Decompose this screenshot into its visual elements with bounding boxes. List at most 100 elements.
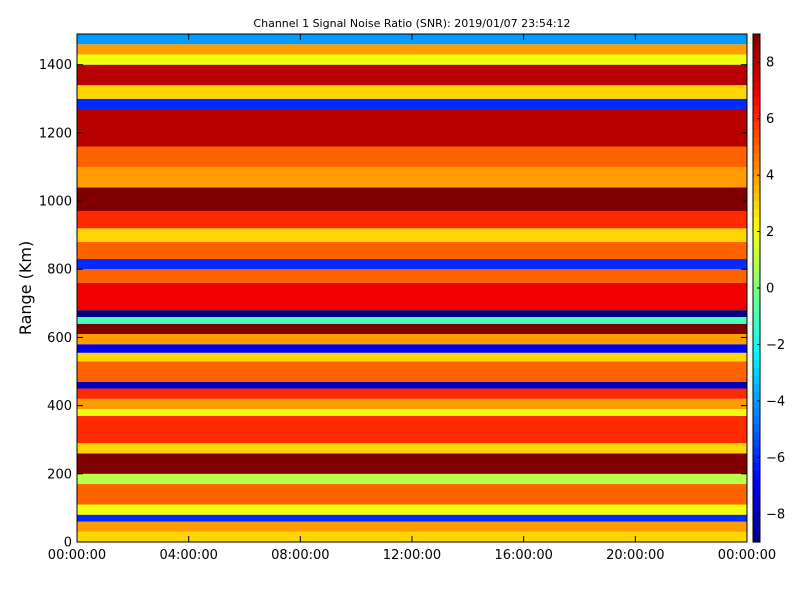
colorbar-segment-38	[753, 232, 760, 241]
y-tick-label-1: 200	[47, 467, 72, 482]
colorbar-segment-23	[753, 351, 760, 361]
colorbar-segment-2	[753, 518, 760, 527]
y-tick-label-7: 1400	[39, 58, 72, 73]
colorbar-segment-25	[753, 335, 760, 345]
colorbar-tick-label-8: 8	[766, 56, 774, 71]
colorbar-segment-16	[753, 407, 760, 416]
heatmap-band-23	[77, 241, 747, 260]
heatmap-band-8	[77, 415, 747, 444]
colorbar-segment-53	[753, 113, 760, 122]
x-tick-label-6: 00:00:00	[718, 548, 776, 563]
colorbar-segment-7	[753, 478, 760, 488]
y-tick-label-4: 800	[47, 263, 72, 278]
colorbar-segment-57	[753, 81, 760, 91]
colorbar-segment-32	[753, 280, 760, 289]
heatmap-band-17	[77, 323, 747, 335]
colorbar-segment-24	[753, 343, 760, 353]
colorbar-tick-label-3: −2	[766, 338, 785, 353]
colorbar-segment-29	[753, 303, 760, 313]
colorbar-segment-17	[753, 399, 760, 408]
colorbar-tick-label-7: 6	[766, 112, 774, 127]
colorbar-tick-label-0: −8	[766, 507, 785, 522]
x-tick-label-2: 08:00:00	[271, 548, 329, 563]
colorbar-segment-48	[753, 153, 760, 162]
colorbar-segment-14	[753, 422, 760, 432]
heatmap-band-18	[77, 316, 747, 324]
colorbar-segment-35	[753, 256, 760, 265]
colorbar-segment-40	[753, 216, 760, 226]
colorbar-segment-31	[753, 288, 760, 297]
colorbar-segment-59	[753, 65, 760, 75]
colorbar-segment-15	[753, 415, 760, 424]
colorbar-segment-28	[753, 311, 760, 321]
heatmap-band-10	[77, 398, 747, 410]
y-axis-ticks: 0 200 400 600 800 1000 1200 1400	[39, 58, 747, 551]
heatmap-band-27	[77, 166, 747, 188]
colorbar-segment-47	[753, 161, 760, 170]
y-tick-label-2: 400	[47, 399, 72, 414]
heatmap-band-24	[77, 228, 747, 242]
y-tick-label-5: 1000	[39, 195, 72, 210]
colorbar-segment-61	[753, 49, 760, 59]
heatmap-band-13	[77, 361, 747, 382]
x-tick-label-4: 16:00:00	[494, 548, 552, 563]
colorbar-segment-63	[753, 34, 760, 43]
heatmap-band-14	[77, 352, 747, 362]
colorbar-segment-56	[753, 89, 760, 99]
colorbar-segment-0	[753, 534, 760, 543]
colorbar-segment-1	[753, 526, 760, 535]
colorbar-segment-26	[753, 327, 760, 337]
colorbar-segment-62	[753, 41, 760, 51]
heatmap-band-1	[77, 521, 747, 532]
colorbar-segment-42	[753, 200, 760, 210]
heatmap-band-21	[77, 269, 747, 283]
colorbar-segment-43	[753, 192, 760, 202]
heatmap-band-33	[77, 54, 747, 65]
colorbar-segment-54	[753, 105, 760, 114]
colorbar-segment-6	[753, 486, 760, 495]
colorbar-segment-45	[753, 176, 760, 186]
heatmap-band-11	[77, 388, 747, 399]
x-axis-ticks: 00:00:00 04:00:00 08:00:00 12:00:00 16:00:00…	[48, 34, 776, 563]
colorbar-segment-46	[753, 168, 760, 178]
colorbar-segment-37	[753, 240, 760, 249]
colorbar-segment-4	[753, 502, 760, 511]
colorbar-segment-11	[753, 446, 760, 456]
colorbar-segment-36	[753, 248, 760, 257]
colorbar-segment-49	[753, 145, 760, 154]
x-tick-label-1: 04:00:00	[159, 548, 217, 563]
colorbar-segment-21	[753, 367, 760, 376]
colorbar-segment-60	[753, 57, 760, 67]
heatmap-band-20	[77, 282, 747, 311]
colorbar-segment-34	[753, 264, 760, 273]
heatmap-band-3	[77, 504, 747, 515]
colorbar-segment-51	[753, 129, 760, 138]
colorbar-tick-label-1: −6	[766, 451, 785, 466]
heatmap-band-32	[77, 64, 747, 86]
heatmap-band-19	[77, 310, 747, 317]
colorbar-segment-52	[753, 121, 760, 130]
colorbar-segment-5	[753, 494, 760, 503]
heatmap-band-30	[77, 98, 747, 110]
y-tick-label-3: 600	[47, 331, 72, 346]
heatmap-band-34	[77, 44, 747, 55]
chart-title: Channel 1 Signal Noise Ratio (SNR): 2019…	[253, 17, 570, 30]
colorbar-segment-39	[753, 224, 760, 234]
colorbar-tick-label-4: 0	[766, 282, 774, 297]
colorbar-segment-27	[753, 319, 760, 329]
x-tick-label-5: 20:00:00	[606, 548, 664, 563]
colorbar-segment-22	[753, 359, 760, 368]
colorbar-segment-50	[753, 137, 760, 146]
heatmap-band-5	[77, 473, 747, 485]
colorbar-segment-10	[753, 454, 760, 464]
colorbar-segment-41	[753, 208, 760, 218]
heatmap-band-25	[77, 211, 747, 229]
heatmap-band-6	[77, 453, 747, 474]
colorbar-segment-8	[753, 470, 760, 480]
heatmap-band-2	[77, 514, 747, 522]
colorbar-segment-58	[753, 73, 760, 83]
y-axis-label: Range (Km)	[16, 241, 35, 335]
heatmap-band-12	[77, 381, 747, 389]
colorbar-segment-18	[753, 391, 760, 400]
